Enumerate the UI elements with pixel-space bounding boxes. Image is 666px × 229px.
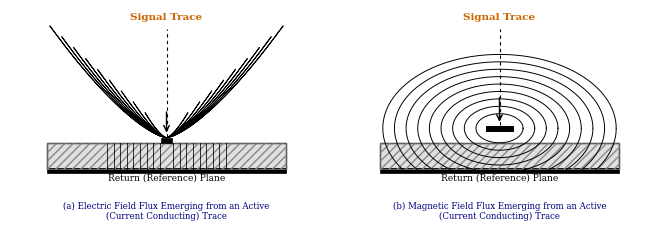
- Bar: [47, 142, 286, 169]
- Bar: [486, 125, 513, 132]
- Text: Return (Reference) Plane: Return (Reference) Plane: [108, 174, 225, 183]
- Bar: [161, 138, 172, 142]
- Text: Return (Reference) Plane: Return (Reference) Plane: [441, 174, 558, 183]
- Text: (a) Electric Field Flux Emerging from an Active
(Current Conducting) Trace: (a) Electric Field Flux Emerging from an…: [63, 202, 270, 221]
- Bar: [380, 142, 619, 169]
- Text: (b) Magnetic Field Flux Emerging from an Active
(Current Conducting) Trace: (b) Magnetic Field Flux Emerging from an…: [393, 202, 606, 221]
- Bar: [47, 168, 286, 174]
- Text: Signal Trace: Signal Trace: [464, 13, 535, 22]
- Bar: [47, 142, 286, 169]
- Text: Signal Trace: Signal Trace: [131, 13, 202, 22]
- Bar: [486, 126, 513, 131]
- Bar: [380, 142, 619, 169]
- Bar: [380, 168, 619, 174]
- Bar: [486, 126, 513, 131]
